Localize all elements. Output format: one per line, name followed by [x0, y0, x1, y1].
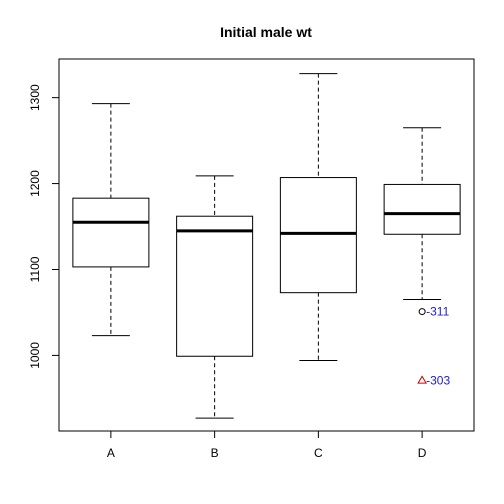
box-group-a	[72, 103, 150, 337]
boxes-layer	[72, 73, 461, 419]
axes-layer: A B C D 1000 1100 1200 1300	[28, 84, 427, 460]
box-b	[176, 215, 254, 357]
outlier-label-303: -303	[426, 373, 450, 387]
y-tick-label-1300: 1300	[28, 84, 42, 111]
y-tick-label-1000: 1000	[28, 342, 42, 369]
box-group-b	[176, 175, 254, 419]
box-group-c	[279, 73, 357, 362]
box-group-d	[383, 127, 461, 301]
y-tick-label-1200: 1200	[28, 170, 42, 197]
x-tick-label-c: C	[314, 446, 323, 460]
x-tick-label-b: B	[211, 446, 219, 460]
outlier-label-311: -311	[426, 305, 449, 319]
outlier-point-303	[417, 375, 427, 384]
box-a	[72, 197, 150, 268]
x-tick-label-d: D	[418, 446, 427, 460]
box-d	[383, 183, 461, 235]
chart-title: Initial male wt	[220, 24, 312, 40]
box-c	[279, 177, 357, 294]
y-tick-label-1100: 1100	[28, 256, 42, 282]
outlier-point-311	[418, 308, 426, 316]
outliers-layer: -311 -303	[417, 305, 450, 387]
x-tick-label-a: A	[107, 446, 115, 460]
